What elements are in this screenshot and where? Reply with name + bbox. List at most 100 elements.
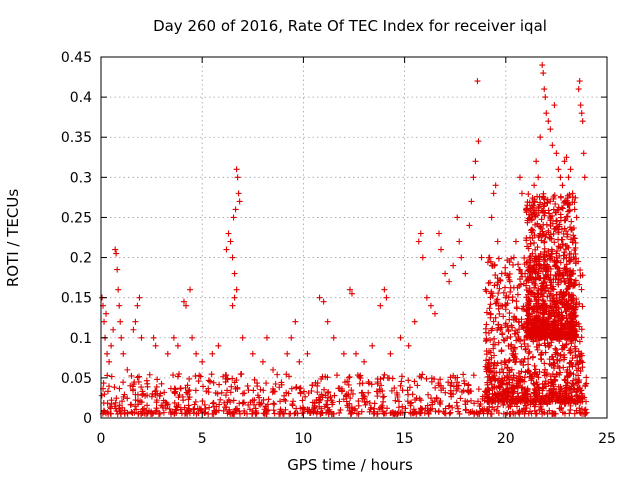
data-point bbox=[578, 410, 585, 417]
data-point bbox=[205, 377, 212, 384]
data-point bbox=[549, 297, 556, 304]
y-tick-label: 0.25 bbox=[61, 210, 92, 226]
y-tick-label: 0.1 bbox=[70, 331, 92, 347]
data-point bbox=[508, 384, 515, 391]
data-point bbox=[576, 78, 583, 85]
data-point bbox=[425, 410, 432, 417]
data-point bbox=[495, 290, 502, 297]
data-point bbox=[542, 325, 549, 332]
data-point bbox=[568, 226, 575, 233]
data-point bbox=[522, 345, 529, 352]
data-point bbox=[225, 230, 232, 237]
data-point bbox=[550, 195, 557, 202]
data-point bbox=[269, 385, 276, 392]
data-point bbox=[284, 350, 291, 357]
data-point bbox=[535, 234, 542, 241]
data-point bbox=[157, 390, 164, 397]
data-point bbox=[506, 367, 513, 374]
data-point bbox=[132, 391, 139, 398]
data-point bbox=[136, 373, 143, 380]
data-point bbox=[507, 284, 514, 291]
data-point bbox=[493, 384, 500, 391]
data-point bbox=[251, 376, 258, 383]
data-point bbox=[351, 407, 358, 414]
data-point bbox=[440, 385, 447, 392]
data-point bbox=[491, 282, 498, 289]
data-point bbox=[408, 399, 415, 406]
data-point bbox=[496, 285, 503, 292]
data-point bbox=[504, 272, 511, 279]
data-point bbox=[319, 394, 326, 401]
data-point bbox=[132, 403, 139, 410]
data-point bbox=[415, 238, 422, 245]
data-point bbox=[556, 365, 563, 372]
data-point bbox=[397, 382, 404, 389]
data-point bbox=[566, 369, 573, 376]
data-point bbox=[514, 384, 521, 391]
data-point bbox=[325, 388, 332, 395]
data-point bbox=[465, 382, 472, 389]
data-point bbox=[234, 385, 241, 392]
data-point bbox=[563, 298, 570, 305]
data-point bbox=[101, 391, 108, 398]
data-point bbox=[524, 277, 531, 284]
data-point bbox=[557, 174, 564, 181]
data-point bbox=[547, 217, 554, 224]
data-point bbox=[561, 278, 568, 285]
data-point bbox=[468, 397, 475, 404]
data-point bbox=[557, 405, 564, 412]
data-point bbox=[453, 399, 460, 406]
data-point bbox=[553, 397, 560, 404]
data-point bbox=[224, 399, 231, 406]
data-point bbox=[508, 393, 515, 400]
data-point bbox=[384, 374, 391, 381]
data-point bbox=[525, 361, 532, 368]
data-point bbox=[380, 393, 387, 400]
data-point bbox=[199, 408, 206, 415]
data-point bbox=[384, 405, 391, 412]
data-point bbox=[539, 62, 546, 69]
data-point bbox=[544, 263, 551, 270]
data-point bbox=[494, 296, 501, 303]
data-point bbox=[522, 346, 529, 353]
data-point bbox=[113, 250, 120, 257]
data-point bbox=[502, 320, 509, 327]
data-point bbox=[515, 319, 522, 326]
data-point bbox=[501, 337, 508, 344]
data-point bbox=[442, 389, 449, 396]
data-point bbox=[414, 382, 421, 389]
data-point bbox=[528, 202, 535, 209]
data-point bbox=[209, 350, 216, 357]
data-point bbox=[192, 387, 199, 394]
data-point bbox=[574, 392, 581, 399]
data-point bbox=[106, 358, 113, 365]
data-point bbox=[531, 182, 538, 189]
data-point bbox=[508, 341, 515, 348]
data-point bbox=[477, 401, 484, 408]
data-point bbox=[552, 351, 559, 358]
data-point bbox=[256, 394, 263, 401]
data-point bbox=[423, 294, 430, 301]
data-point bbox=[545, 332, 552, 339]
data-point bbox=[442, 270, 449, 277]
data-point bbox=[527, 214, 534, 221]
data-point bbox=[391, 385, 398, 392]
data-point bbox=[224, 410, 231, 417]
data-point bbox=[509, 350, 516, 357]
data-point bbox=[578, 286, 585, 293]
data-point bbox=[492, 314, 499, 321]
data-point bbox=[320, 298, 327, 305]
data-point bbox=[533, 158, 540, 165]
data-point bbox=[563, 382, 570, 389]
data-point bbox=[233, 166, 240, 173]
data-point bbox=[514, 291, 521, 298]
data-point bbox=[152, 408, 159, 415]
data-point bbox=[104, 388, 111, 395]
data-point bbox=[494, 403, 501, 410]
data-point bbox=[411, 378, 418, 385]
data-point bbox=[314, 382, 321, 389]
data-point bbox=[555, 326, 562, 333]
data-point bbox=[493, 369, 500, 376]
data-point bbox=[301, 388, 308, 395]
data-point bbox=[108, 410, 115, 417]
